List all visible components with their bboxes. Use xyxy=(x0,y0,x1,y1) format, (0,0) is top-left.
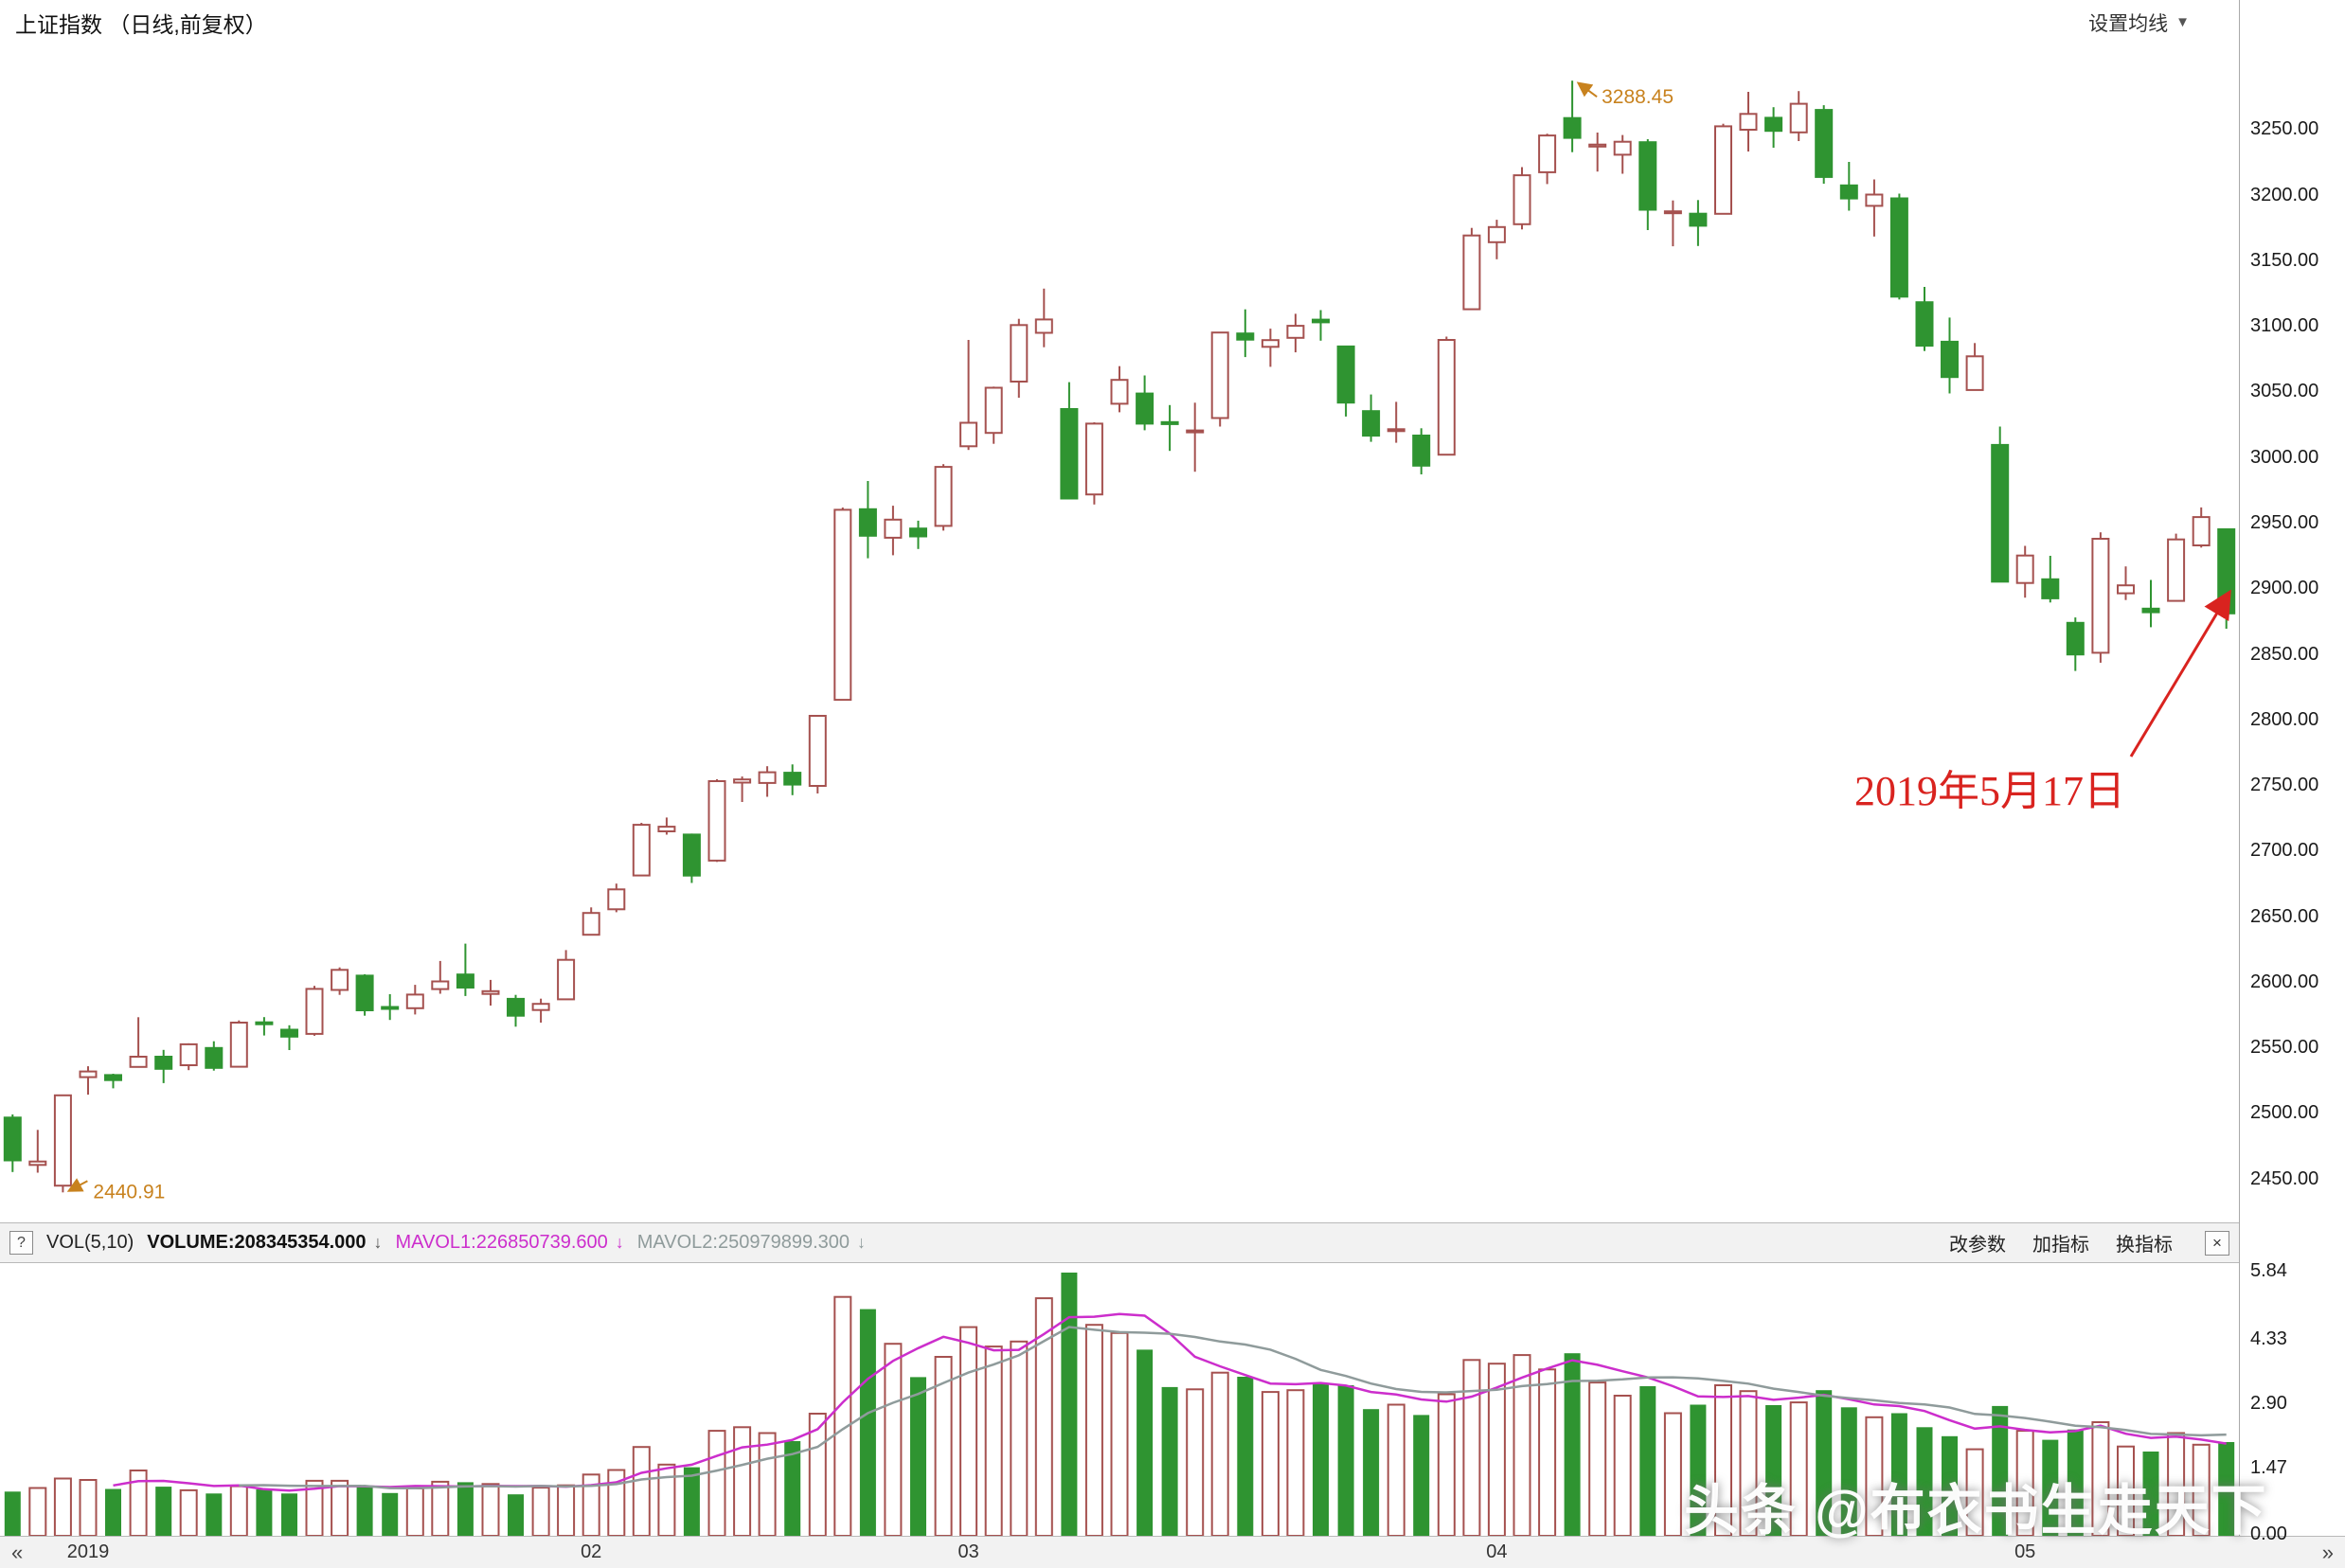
price-tick-label: 2700.00 xyxy=(2250,840,2319,862)
ma-settings-label: 设置均线 xyxy=(2088,12,2169,35)
mavol1-down-arrow-icon: ↓ xyxy=(615,1233,624,1252)
price-tick-label: 3050.00 xyxy=(2250,381,2319,402)
mavol2-value: MAVOL2:250979899.300 xyxy=(636,1232,850,1253)
x-axis-label: 03 xyxy=(958,1541,979,1562)
time-axis: « » 2019 02 03 04 05 xyxy=(0,1536,2345,1568)
add-indicator-button[interactable]: 加指标 xyxy=(2032,1235,2089,1256)
price-tick-label: 2850.00 xyxy=(2250,643,2319,665)
volume-tick-label: 1.47 xyxy=(2250,1457,2287,1479)
price-tick-label: 3250.00 xyxy=(2250,118,2319,140)
volume-down-arrow-icon: ↓ xyxy=(373,1233,383,1252)
price-tick-label: 2450.00 xyxy=(2250,1167,2319,1189)
price-tick-label: 2950.00 xyxy=(2250,512,2319,534)
volume-tick-label: 0.00 xyxy=(2250,1523,2287,1544)
x-axis-label: 05 xyxy=(2014,1541,2036,1562)
price-tick-label: 2750.00 xyxy=(2250,775,2319,796)
volume-tick-label: 2.90 xyxy=(2250,1392,2287,1414)
watermark: 头条 @布衣书生走天下 xyxy=(1684,1480,2268,1541)
date-annotation: 2019年5月17日 xyxy=(1854,768,2125,814)
price-tick-label: 2650.00 xyxy=(2250,905,2319,927)
volume-value: VOLUME:208345354.000 xyxy=(147,1232,367,1253)
volume-plot[interactable] xyxy=(0,1263,2239,1536)
price-tick-label: 2800.00 xyxy=(2250,708,2319,730)
switch-indicator-button[interactable]: 换指标 xyxy=(2116,1235,2173,1256)
help-icon[interactable]: ? xyxy=(9,1231,33,1255)
chart-title: 上证指数 （日线,前复权） xyxy=(15,11,267,37)
x-axis-label: 04 xyxy=(1486,1541,1508,1562)
axis-separator xyxy=(2239,0,2240,1536)
price-tick-label: 2500.00 xyxy=(2250,1102,2319,1124)
low-annotation: 2440.91 xyxy=(93,1181,165,1203)
scroll-right-button[interactable]: » xyxy=(2321,1540,2334,1564)
candlestick-plot[interactable]: 3288.45 2440.91 xyxy=(0,45,2239,1222)
price-tick-label: 2600.00 xyxy=(2250,971,2319,992)
mavol2-down-arrow-icon: ↓ xyxy=(857,1233,867,1252)
price-tick-label: 3000.00 xyxy=(2250,446,2319,468)
ma-settings-button[interactable]: 设置均线 ▼ xyxy=(2088,9,2190,37)
change-params-button[interactable]: 改参数 xyxy=(1949,1235,2006,1256)
close-icon[interactable]: × xyxy=(2205,1230,2229,1256)
vol-indicator-label: VOL(5,10) xyxy=(46,1232,134,1253)
price-tick-label: 2900.00 xyxy=(2250,578,2319,599)
scroll-left-button[interactable]: « xyxy=(11,1540,24,1564)
price-tick-label: 3200.00 xyxy=(2250,184,2319,205)
date-arrow xyxy=(2129,589,2231,757)
indicator-actions: 改参数 加指标 换指标 × xyxy=(1949,1229,2229,1256)
price-tick-label: 3100.00 xyxy=(2250,315,2319,337)
volume-tick-label: 4.33 xyxy=(2250,1327,2287,1349)
x-axis-label: 2019 xyxy=(66,1541,110,1562)
chevron-down-icon: ▼ xyxy=(2175,14,2190,30)
top-bar: 上证指数 （日线,前复权） 设置均线 ▼ xyxy=(0,0,2345,45)
high-annotation: 3288.45 xyxy=(1602,86,1674,108)
price-tick-label: 2550.00 xyxy=(2250,1037,2319,1059)
volume-tick-label: 5.84 xyxy=(2250,1259,2287,1281)
x-axis-label: 02 xyxy=(581,1541,602,1562)
volume-header: ? VOL(5,10) VOLUME:208345354.000 ↓ MAVOL… xyxy=(0,1222,2239,1263)
mavol1-value: MAVOL1:226850739.600 xyxy=(395,1232,608,1253)
price-tick-label: 3150.00 xyxy=(2250,249,2319,271)
